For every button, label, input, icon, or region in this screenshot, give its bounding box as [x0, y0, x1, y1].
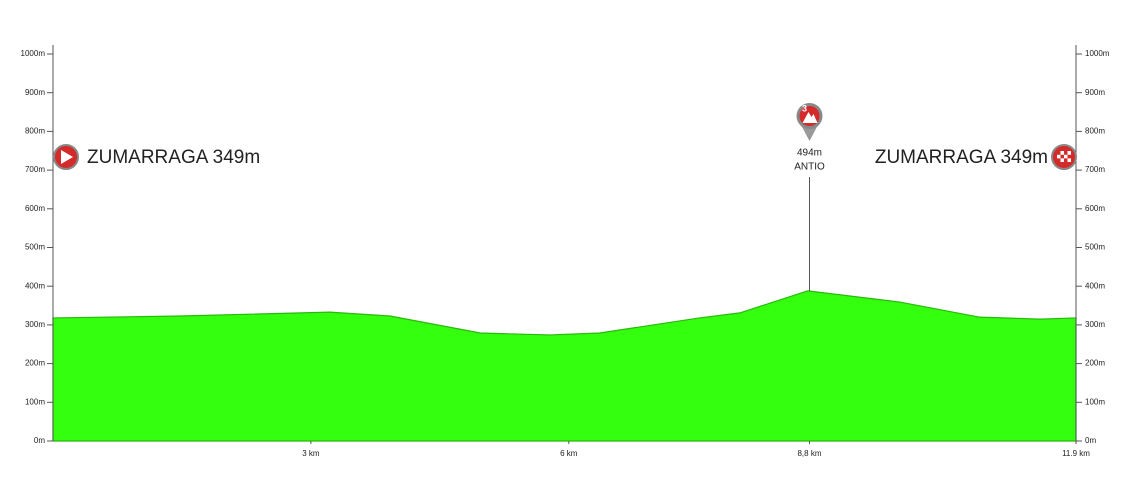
x-tick-label: 3 km [302, 449, 320, 458]
climb-mountain [802, 112, 818, 123]
y-tick-label: 500m [1085, 243, 1105, 252]
y-tick-label: 700m [1085, 165, 1105, 174]
y-tick-label: 500m [25, 243, 45, 252]
y-tick-label: 1000m [21, 49, 46, 58]
finish-flag-checks [1057, 151, 1071, 162]
y-tick-label: 900m [1085, 88, 1105, 97]
y-tick-label: 700m [25, 165, 45, 174]
start-arrow [61, 150, 73, 164]
y-tick-label: 0m [34, 436, 45, 445]
y-tick-label: 600m [1085, 204, 1105, 213]
x-tick-label: 8,8 km [797, 449, 821, 458]
y-tick-label: 300m [25, 320, 45, 329]
x-tick-label: 11.9 km [1062, 449, 1090, 458]
start-label: ZUMARRAGA 349m [87, 147, 260, 168]
climb-name: ANTIO [794, 162, 825, 173]
y-tick-label: 200m [1085, 359, 1105, 368]
climb-pin [800, 124, 819, 141]
y-tick-label: 400m [1085, 281, 1105, 290]
y-tick-label: 400m [25, 281, 45, 290]
y-tick-label: 800m [1085, 127, 1105, 136]
y-tick-label: 100m [25, 397, 45, 406]
y-tick-label: 900m [25, 88, 45, 97]
y-tick-label: 0m [1085, 436, 1096, 445]
y-tick-label: 300m [1085, 320, 1105, 329]
finish-label: ZUMARRAGA 349m [875, 147, 1048, 168]
elevation-area [52, 290, 1077, 442]
y-tick-label: 600m [25, 204, 45, 213]
climb-altitude: 494m [797, 148, 822, 159]
x-tick-label: 6 km [560, 449, 578, 458]
y-tick-label: 800m [25, 127, 45, 136]
climb-category: 3 [802, 103, 807, 113]
y-tick-label: 200m [25, 359, 45, 368]
y-tick-label: 100m [1085, 397, 1105, 406]
y-tick-label: 1000m [1085, 49, 1110, 58]
